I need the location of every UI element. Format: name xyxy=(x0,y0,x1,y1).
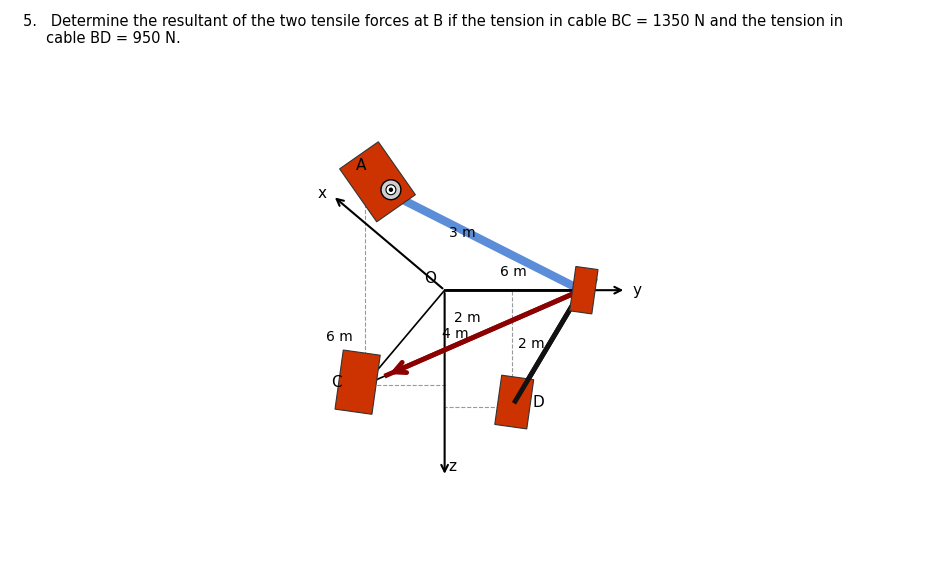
Text: D: D xyxy=(532,394,545,410)
Text: 2 m: 2 m xyxy=(454,311,480,324)
Text: 6 m: 6 m xyxy=(326,331,353,345)
Text: z: z xyxy=(448,459,457,474)
Text: 4 m: 4 m xyxy=(442,327,468,341)
Polygon shape xyxy=(570,267,598,314)
Polygon shape xyxy=(340,142,416,222)
Text: O: O xyxy=(424,271,435,286)
Text: 3 m: 3 m xyxy=(448,226,475,240)
Text: 5.   Determine the resultant of the two tensile forces at B if the tension in ca: 5. Determine the resultant of the two te… xyxy=(23,14,843,29)
Text: 2 m: 2 m xyxy=(517,337,545,351)
Text: 6 m: 6 m xyxy=(500,265,527,279)
Text: B: B xyxy=(587,271,598,286)
Circle shape xyxy=(381,180,401,199)
Circle shape xyxy=(389,188,392,191)
Text: A: A xyxy=(356,158,366,173)
Text: y: y xyxy=(632,282,641,298)
Polygon shape xyxy=(495,375,533,429)
Text: C: C xyxy=(332,375,342,390)
Polygon shape xyxy=(335,350,380,414)
Text: x: x xyxy=(318,186,327,201)
Circle shape xyxy=(386,185,396,195)
Text: cable BD = 950 N.: cable BD = 950 N. xyxy=(23,31,181,46)
